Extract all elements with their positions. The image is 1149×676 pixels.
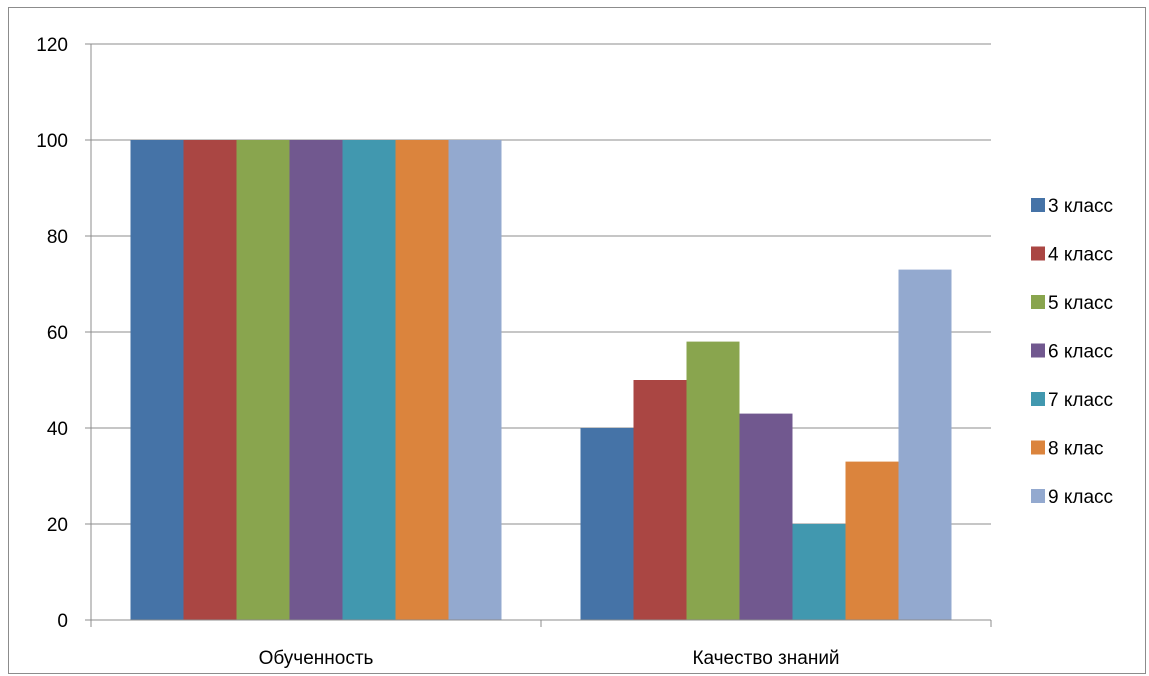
bar-5-1	[342, 140, 396, 620]
legend-label: 6 класс	[1048, 342, 1113, 363]
bar-2-1	[183, 140, 237, 620]
bar-3-1	[236, 140, 290, 620]
legend-label: 4 класс	[1048, 245, 1113, 266]
legend-swatch	[1031, 440, 1045, 455]
legend-swatch	[1031, 198, 1045, 212]
bar-2-2	[633, 380, 687, 620]
bar-4-2	[739, 413, 793, 620]
x-category-label: Обученность	[259, 648, 374, 669]
y-tick-label: 20	[47, 515, 68, 536]
y-tick-label: 60	[47, 323, 68, 344]
legend-label: 7 класс	[1048, 390, 1113, 411]
bars	[130, 140, 952, 620]
legend-swatch	[1031, 246, 1045, 261]
legend-label: 9 класс	[1048, 487, 1113, 508]
bar-7-1	[448, 140, 502, 620]
legend-label: 3 класс	[1048, 196, 1113, 217]
legend-swatch	[1031, 392, 1045, 406]
bar-4-1	[289, 140, 343, 620]
y-tick-label: 80	[47, 227, 68, 248]
bar-3-2	[686, 341, 740, 620]
y-tick-label: 0	[57, 611, 68, 632]
y-tick-label: 40	[47, 419, 68, 440]
bar-1-2	[580, 428, 634, 620]
bar-6-2	[845, 461, 899, 620]
bar-6-1	[395, 140, 449, 620]
bar-7-2	[898, 269, 952, 620]
y-tick-label: 100	[36, 131, 68, 152]
legend-swatch	[1031, 343, 1045, 358]
legend-swatch	[1031, 295, 1045, 309]
bar-1-1	[130, 140, 184, 620]
legend-swatch	[1031, 489, 1045, 503]
x-category-labels: Обученность Качество знаний	[259, 648, 840, 669]
y-tick-label: 120	[36, 35, 68, 56]
legend: 3 класс 4 класс 5 класс 6 класс 7 класс 8 кла…	[1031, 196, 1113, 508]
legend-label: 8 клас	[1048, 439, 1104, 460]
bar-5-2	[792, 524, 846, 620]
y-tick-labels: 0 20 40 60 80 100 120	[36, 35, 68, 632]
x-category-label: Качество знаний	[692, 648, 839, 669]
legend-label: 5 класс	[1048, 293, 1113, 314]
axes	[85, 44, 992, 627]
